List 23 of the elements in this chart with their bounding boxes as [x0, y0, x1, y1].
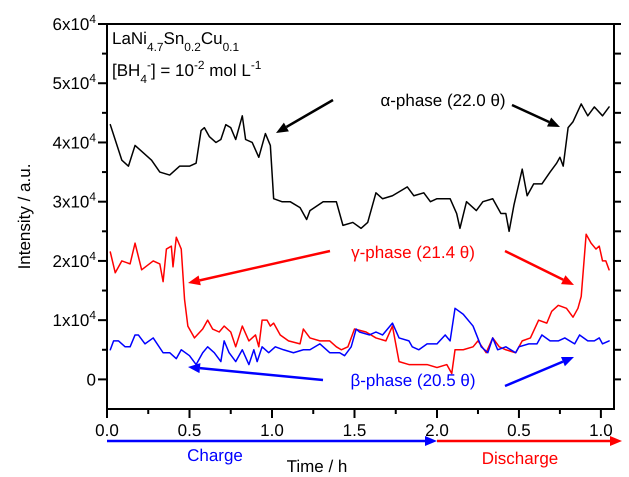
- text: α-phase (22.0 θ): [380, 91, 506, 110]
- x-tick-label: 1.0: [589, 421, 613, 440]
- y-tick-label: 6x10$^{4}$: [52, 12, 96, 34]
- text: Charge: [187, 446, 243, 465]
- y-tick-label: 2x10$^{4}$: [52, 248, 96, 271]
- text: Discharge: [482, 449, 558, 468]
- y-tick-label: 3x10$^{4}$: [52, 190, 96, 212]
- annotation: [BH$_{4}$$^{-}$] = 10$^{-2}$ mol L$^{-1}$: [112, 58, 262, 86]
- y-tick-label: 4x10$^{4}$: [52, 130, 96, 152]
- x-tick-label: 1.0: [260, 421, 284, 440]
- y-axis-title: Intensity / a.u.: [15, 164, 34, 270]
- annotation: LaNi$_{4.7}$Sn$_{0.2}$Cu$_{0.1}$: [112, 29, 240, 54]
- x-tick-label: 1.5: [342, 421, 366, 440]
- y-tick-label: 5x10$^{4}$: [52, 71, 96, 94]
- x-tick-label: 0.5: [178, 421, 202, 440]
- y-tick-label: 0: [86, 370, 96, 390]
- text: γ-phase (21.4 θ): [351, 243, 475, 262]
- y-tick-label: 1x10$^{4}$: [52, 308, 96, 330]
- x-axis-title: Time / h: [286, 457, 348, 476]
- x-tick-label: 0.5: [507, 421, 531, 440]
- x-tick-label: 0.0: [95, 421, 119, 440]
- legend-label: β-phase (20.5 θ): [350, 371, 476, 390]
- x-tick-label: 2.0: [425, 421, 449, 440]
